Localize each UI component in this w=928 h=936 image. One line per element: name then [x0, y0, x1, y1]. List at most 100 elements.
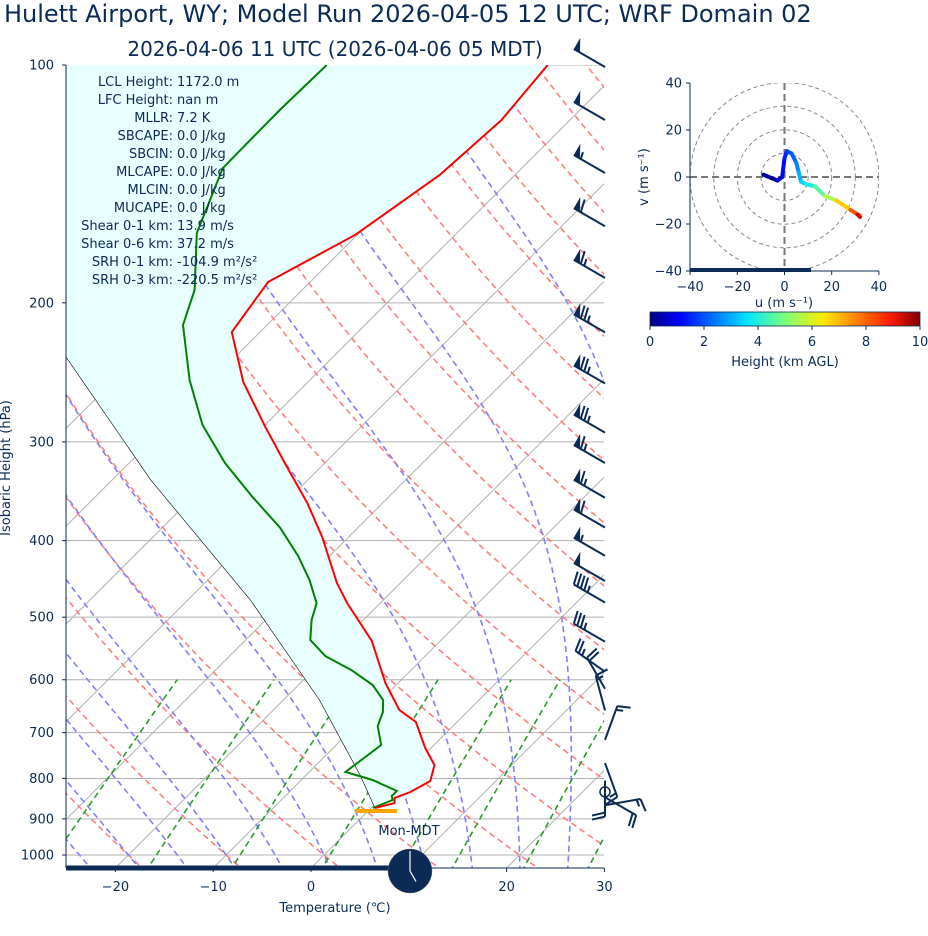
calm-circle	[599, 786, 611, 798]
barb-full	[572, 610, 579, 624]
moist-adiabat	[595, 47, 723, 871]
wind-barb	[573, 37, 606, 68]
mixing-ratio-line	[230, 679, 354, 868]
x-tick-label: 20	[498, 880, 515, 895]
mixing-ratio-line	[66, 679, 178, 841]
x-tick-label: 30	[596, 880, 613, 895]
hodo-y-label: v (m s⁻¹)	[637, 148, 652, 206]
barb-pennant	[573, 197, 581, 212]
colorbar-tick-label: 2	[700, 335, 708, 350]
hodo-x-tick-label: 40	[871, 280, 888, 295]
stat-value: -220.5 m²/s²	[177, 273, 257, 288]
skewt-plot: 1002003004005006007008009001000−20−10010…	[0, 37, 928, 916]
barb-pennant	[573, 354, 581, 369]
moist-adiabat	[66, 493, 331, 868]
barb-shaft	[586, 657, 606, 690]
barb-full	[579, 500, 586, 514]
stat-value: 0.0 J/kg	[177, 183, 226, 198]
barb-full	[591, 815, 606, 821]
barb-shaft	[573, 536, 606, 557]
moist-adiabat	[66, 717, 189, 868]
colorbar-label: Height (km AGL)	[731, 355, 839, 370]
isotherm	[114, 378, 604, 868]
parcel-profile-line	[66, 356, 376, 809]
clock-label: Mon-MDT	[378, 824, 439, 839]
dry-adiabat	[230, 65, 604, 524]
barb-half	[583, 622, 588, 630]
dry-adiabat	[331, 65, 604, 400]
wind-barb	[572, 610, 606, 643]
stat-label: LFC Height:	[98, 93, 173, 108]
mixing-ratio-line	[451, 679, 561, 868]
x-tick-label: −10	[199, 880, 226, 895]
y-tick-label: 200	[29, 296, 54, 311]
dry-adiabat	[722, 47, 928, 871]
barb-shaft	[573, 562, 606, 582]
barb-pennant	[573, 37, 581, 53]
wind-barb	[573, 354, 606, 385]
barb-full	[583, 577, 590, 591]
moist-adiabat	[258, 65, 573, 868]
barb-shaft	[573, 478, 606, 499]
hodo-x-tick-label: 0	[780, 280, 788, 295]
barb-full	[631, 814, 638, 829]
dry-adiabat	[66, 391, 540, 868]
barb-pennant	[573, 90, 581, 106]
wind-barb	[573, 433, 606, 464]
profiles	[66, 65, 549, 814]
isotherm	[66, 280, 604, 821]
barb-half	[581, 648, 586, 656]
moist-adiabat	[66, 779, 140, 868]
barb-full	[572, 571, 579, 585]
barb-half	[579, 151, 584, 160]
barb-full	[639, 798, 647, 812]
stat-label: SRH 0-3 km:	[92, 273, 173, 288]
barb-half	[583, 478, 588, 487]
x-tick-label: −20	[102, 880, 129, 895]
stat-value: 7.2 K	[177, 111, 211, 126]
barb-full	[588, 651, 600, 662]
barb-shaft	[604, 705, 619, 741]
mixing-ratio-line	[634, 680, 732, 872]
barb-pennant	[573, 551, 581, 567]
stat-value: 0.0 J/kg	[177, 129, 226, 144]
colorbar-tick-label: 4	[754, 335, 762, 350]
wind-barb	[573, 197, 606, 228]
barb-half	[586, 366, 591, 374]
moist-adiabat	[144, 65, 521, 868]
barb-shaft	[573, 583, 606, 604]
mixing-ratio-line	[399, 679, 512, 868]
dry-adiabat	[623, 47, 928, 871]
stat-value: 0.0 J/kg	[177, 147, 226, 162]
wind-barb	[599, 786, 611, 798]
isotherm	[505, 769, 604, 868]
stat-label: SBCAPE:	[118, 129, 173, 144]
barb-pennant	[573, 498, 581, 513]
wind-barb	[573, 403, 606, 434]
wind-barb	[586, 647, 606, 690]
barb-half	[635, 799, 641, 807]
hodo-x-tick-label: 20	[823, 280, 840, 295]
barb-half	[583, 443, 588, 452]
hodo-y-tick-label: −40	[655, 265, 682, 280]
isotherm	[66, 183, 604, 723]
stat-label: SBCIN:	[129, 147, 173, 162]
barb-half	[586, 315, 591, 323]
x-tick-label: 0	[307, 880, 315, 895]
barb-full	[595, 668, 608, 677]
dry-adiabat	[66, 161, 604, 781]
wind-barb	[604, 798, 647, 812]
wind-barb	[573, 248, 606, 279]
moist-adiabat	[66, 88, 474, 868]
barb-shaft	[573, 622, 606, 643]
hodo-y-tick-label: 20	[665, 124, 682, 139]
hodo-x-tick-label: −20	[724, 280, 751, 295]
colorbar-tick-label: 10	[912, 335, 928, 350]
y-tick-label: 500	[29, 611, 54, 626]
barb-half	[579, 534, 584, 543]
wind-barb	[573, 551, 606, 582]
barb-full	[579, 470, 586, 485]
barb-full	[579, 305, 586, 319]
hodo-x-tick-label: −40	[676, 280, 703, 295]
barb-pennant	[573, 468, 581, 484]
